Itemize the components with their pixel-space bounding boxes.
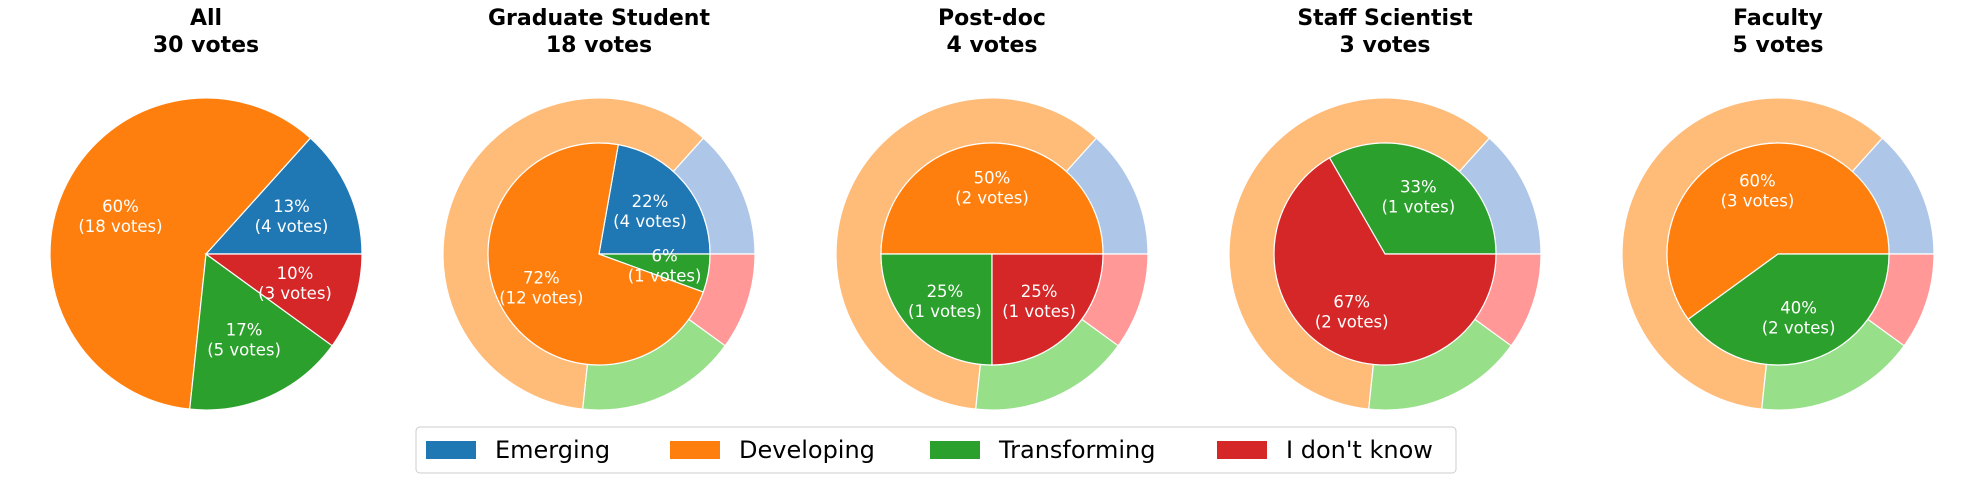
legend-swatch-developing [670, 441, 720, 459]
slice-i-don-t-know [991, 253, 1104, 366]
slice-emerging [598, 143, 711, 255]
slice-label-transforming: 17% (5 votes) [207, 321, 281, 360]
chart-title: Faculty [1733, 6, 1823, 31]
slice-label-developing: 60% (18 votes) [78, 197, 162, 236]
chart-subtitle: 18 votes [546, 33, 652, 58]
slice-i-don-t-know [204, 253, 363, 347]
slice-transforming [598, 253, 711, 293]
chart-title: Post-doc [938, 6, 1046, 31]
legend-label-developing: Developing [739, 436, 875, 464]
slice-developing [487, 142, 705, 366]
legend-label-i-don-t-know: I don't know [1286, 436, 1433, 464]
slice-transforming [1328, 142, 1497, 255]
chart-subtitle: 30 votes [153, 33, 259, 58]
chart-subtitle: 5 votes [1733, 33, 1824, 58]
legend-swatch-transforming [930, 441, 980, 459]
slice-label-transforming: 33% (1 votes) [1381, 177, 1455, 216]
slice-transforming [880, 253, 993, 366]
slice-transforming [1687, 253, 1890, 366]
legend-swatch-emerging [426, 441, 476, 459]
slice-label-developing: 60% (3 votes) [1721, 172, 1795, 211]
chart-title: Graduate Student [488, 6, 710, 31]
legend: Emerging Developing Transforming I don't kn… [415, 426, 1457, 474]
slice-label-transforming: 6% (1 votes) [628, 247, 702, 286]
slice-label-emerging: 22% (4 votes) [613, 192, 687, 231]
chart-title: Staff Scientist [1297, 6, 1473, 31]
legend-label-transforming: Transforming [998, 436, 1156, 464]
slice-label-emerging: 13% (4 votes) [255, 197, 329, 236]
slice-developing [49, 97, 312, 410]
slice-developing [1666, 142, 1890, 321]
slice-label-i-don-t-know: 25% (1 votes) [1002, 282, 1076, 321]
slice-label-transforming: 25% (1 votes) [908, 282, 982, 321]
slice-label-transforming: 40% (2 votes) [1762, 298, 1836, 337]
slice-i-don-t-know [1273, 157, 1497, 366]
legend-label-emerging: Emerging [495, 436, 610, 464]
chart-subtitle: 4 votes [947, 33, 1038, 58]
legend-swatch-i-don-t-know [1217, 441, 1267, 459]
slice-transforming [189, 252, 334, 411]
slice-label-developing: 72% (12 votes) [499, 268, 583, 307]
slice-emerging [204, 137, 363, 255]
slice-label-developing: 50% (2 votes) [955, 168, 1029, 207]
chart-subtitle: 3 votes [1340, 33, 1431, 58]
chart-title: All [190, 6, 222, 31]
slice-label-i-don-t-know: 67% (2 votes) [1315, 293, 1389, 332]
slice-label-i-don-t-know: 10% (3 votes) [258, 264, 332, 303]
slice-developing [880, 142, 1104, 255]
